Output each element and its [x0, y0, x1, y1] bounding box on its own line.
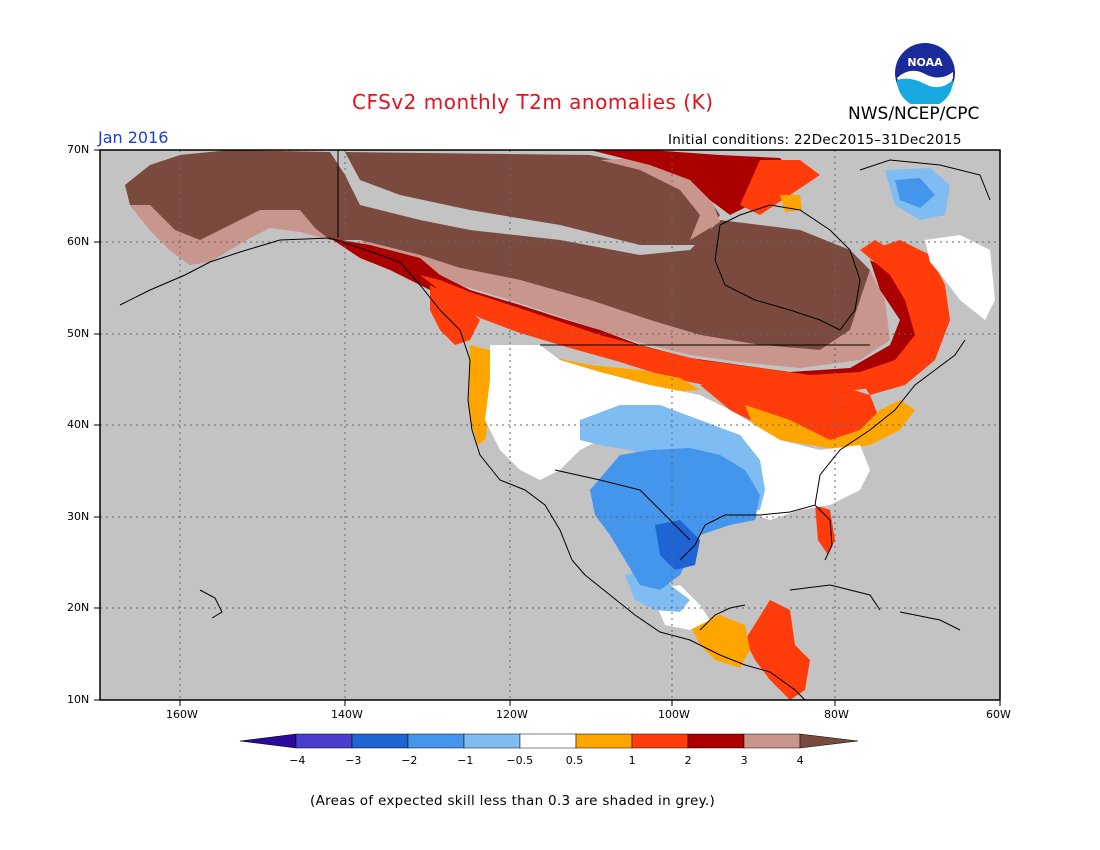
colorbar-swatch — [463, 733, 521, 749]
anomaly-region-0p5-1-mexico — [690, 615, 750, 668]
logo-text: NOAA — [907, 56, 943, 69]
colorbar-label: −3 — [345, 754, 362, 767]
lat-label: 30N — [67, 510, 90, 523]
lat-label: 70N — [67, 143, 90, 156]
colorbar-swatch — [295, 733, 353, 749]
lon-label: 60W — [986, 708, 1011, 721]
anomaly-region-1-2-east — [860, 240, 950, 395]
anomaly-region-1-2-west — [430, 285, 480, 345]
colorbar-label: 2 — [684, 754, 692, 767]
colorbar-swatch — [631, 733, 689, 749]
lat-label: 10N — [67, 693, 90, 706]
initial-conditions: Initial conditions: 22Dec2015–31Dec2015 — [668, 132, 962, 148]
colorbar-label: 4 — [796, 754, 804, 767]
graticule — [100, 150, 1000, 700]
anomaly-region-3-4-north — [600, 158, 720, 240]
colorbar-swatch — [743, 733, 801, 749]
anomaly-region-0p5-1-north-plains — [540, 355, 700, 392]
anomaly-region-blue-canada — [895, 178, 935, 208]
colorbar-label: −2 — [401, 754, 418, 767]
anomaly-region-3-4-alaska — [130, 205, 330, 265]
lat-label: 60N — [67, 235, 90, 248]
colorbar-swatch — [407, 733, 465, 749]
forecast-month: Jan 2016 — [98, 128, 169, 147]
noaa-logo: NOAA — [894, 42, 956, 108]
colorbar-label: 3 — [740, 754, 748, 767]
anomaly-region-gt4-alaska — [125, 150, 870, 350]
agency-label: NWS/NCEP/CPC — [848, 104, 980, 124]
lat-label: 50N — [67, 327, 90, 340]
anomaly-region-neutral-labrador — [925, 235, 995, 320]
anomaly-region-1-2-central-america — [745, 600, 810, 700]
colorbar-swatch — [575, 733, 633, 749]
anomaly-region-blue-south — [590, 448, 760, 590]
colorbar-swatch — [351, 733, 409, 749]
lon-label: 160W — [166, 708, 198, 721]
colorbar-arrow-low — [239, 733, 297, 749]
lon-label: 120W — [496, 708, 528, 721]
lon-label: 80W — [824, 708, 849, 721]
anomaly-region-blue-texas-core — [655, 520, 700, 570]
lat-label: 20N — [67, 601, 90, 614]
anomaly-region-1-2-northeast — [740, 160, 820, 215]
lat-label: 40N — [67, 418, 90, 431]
colorbar-label: −0.5 — [506, 754, 534, 767]
lon-label: 140W — [331, 708, 363, 721]
axis-ticks — [94, 149, 1001, 706]
colorbar — [239, 733, 859, 749]
anomaly-region-0p5-1-northeast — [745, 400, 915, 450]
coastlines — [119, 150, 991, 700]
colorbar-label: 1 — [628, 754, 636, 767]
colorbar-label: −1 — [457, 754, 474, 767]
colorbar-label: 0.5 — [565, 754, 584, 767]
page-title: CFSv2 monthly T2m anomalies (K) — [352, 90, 714, 114]
anomaly-region-gt4-arctic — [345, 152, 720, 245]
anomaly-region-3-4 — [360, 240, 890, 368]
colorbar-swatch — [687, 733, 745, 749]
colorbar-arrow-high — [799, 733, 859, 749]
skill-footnote: (Areas of expected skill less than 0.3 a… — [310, 793, 716, 809]
colorbar-swatch — [519, 733, 577, 749]
lon-label: 100W — [658, 708, 690, 721]
colorbar-label: −4 — [289, 754, 306, 767]
